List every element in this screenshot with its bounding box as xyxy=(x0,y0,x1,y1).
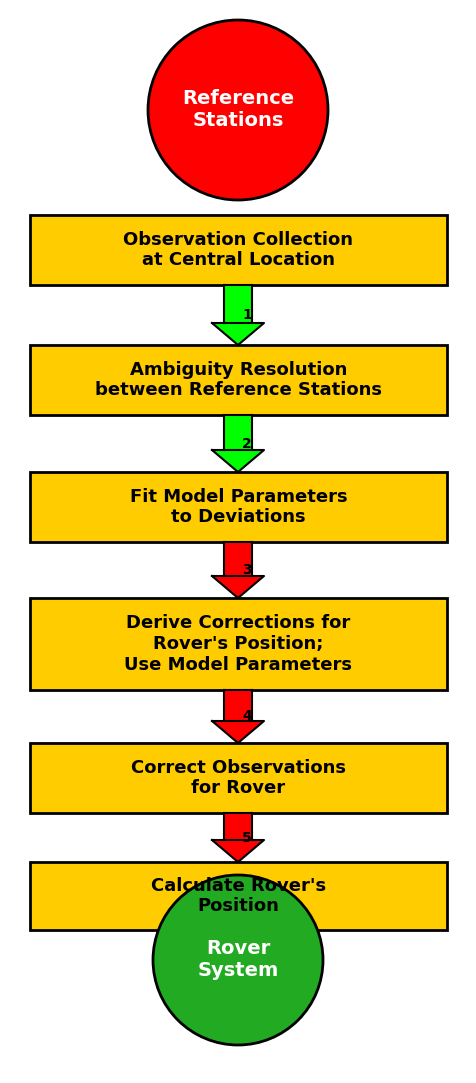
FancyBboxPatch shape xyxy=(224,813,251,840)
Text: 5: 5 xyxy=(241,831,251,845)
FancyBboxPatch shape xyxy=(30,862,446,930)
Text: Correct Observations
for Rover: Correct Observations for Rover xyxy=(131,758,345,797)
Circle shape xyxy=(153,875,322,1045)
Polygon shape xyxy=(211,576,263,598)
Text: 1: 1 xyxy=(241,308,251,322)
FancyBboxPatch shape xyxy=(30,743,446,813)
Text: 4: 4 xyxy=(241,709,251,723)
Polygon shape xyxy=(211,840,263,862)
Polygon shape xyxy=(211,721,263,743)
Text: Ambiguity Resolution
between Reference Stations: Ambiguity Resolution between Reference S… xyxy=(95,361,381,400)
Text: 3: 3 xyxy=(241,563,251,577)
FancyBboxPatch shape xyxy=(30,345,446,415)
Polygon shape xyxy=(211,451,263,472)
Text: Rover
System: Rover System xyxy=(197,939,278,980)
FancyBboxPatch shape xyxy=(30,216,446,285)
Text: 2: 2 xyxy=(241,436,251,451)
Text: Observation Collection
at Central Location: Observation Collection at Central Locati… xyxy=(123,231,353,270)
Text: Calculate Rover's
Position: Calculate Rover's Position xyxy=(150,876,326,915)
Polygon shape xyxy=(211,323,263,345)
Text: Fit Model Parameters
to Deviations: Fit Model Parameters to Deviations xyxy=(129,487,347,526)
FancyBboxPatch shape xyxy=(224,690,251,721)
Text: Reference
Stations: Reference Stations xyxy=(181,90,293,130)
FancyBboxPatch shape xyxy=(224,285,251,323)
FancyBboxPatch shape xyxy=(30,472,446,542)
Circle shape xyxy=(148,19,327,200)
FancyBboxPatch shape xyxy=(224,415,251,451)
Text: Derive Corrections for
Rover's Position;
Use Model Parameters: Derive Corrections for Rover's Position;… xyxy=(124,614,352,674)
FancyBboxPatch shape xyxy=(224,542,251,576)
FancyBboxPatch shape xyxy=(30,598,446,690)
